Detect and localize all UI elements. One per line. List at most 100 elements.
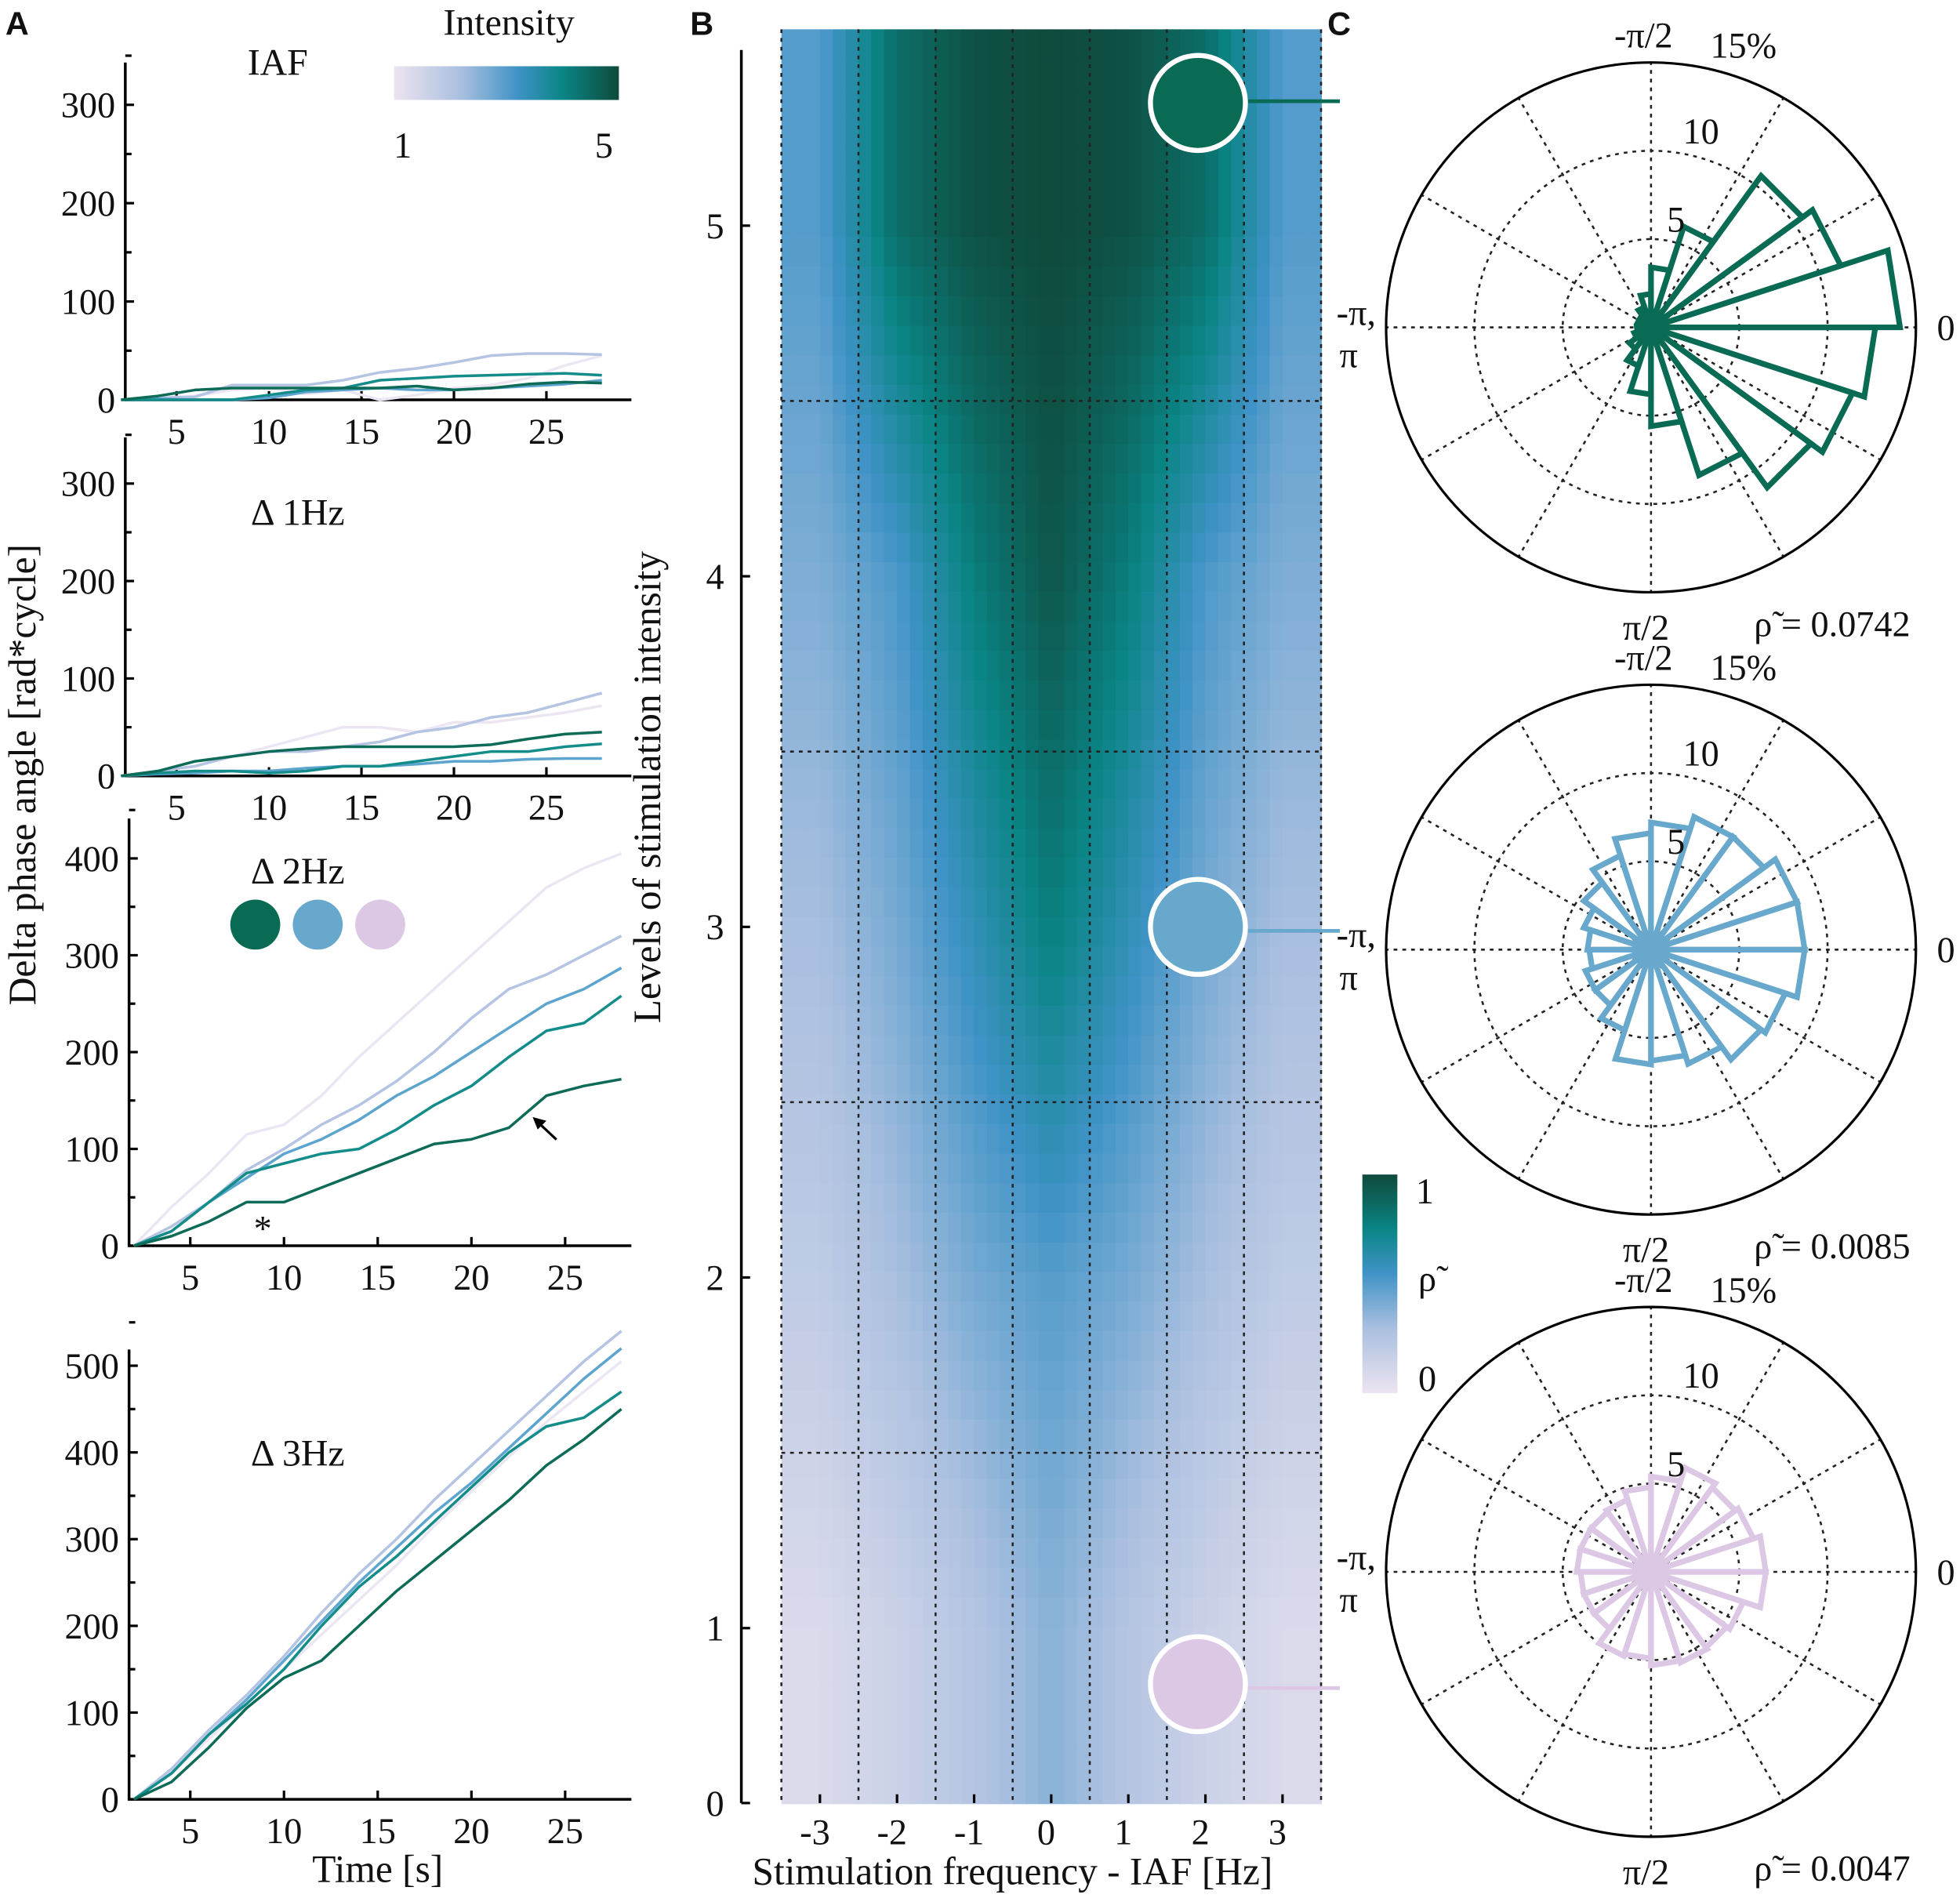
- heatmap-cell: [1038, 1685, 1052, 1716]
- heatmap-cell: [1038, 680, 1052, 710]
- heatmap-cell: [948, 532, 963, 563]
- heatmap-cell: [922, 1596, 937, 1627]
- heatmap-cell: [1102, 887, 1116, 917]
- heatmap-cell: [1192, 1241, 1207, 1272]
- heatmap-cell: [1153, 1359, 1168, 1391]
- heatmap-cell: [1179, 29, 1194, 60]
- heatmap-cell: [858, 945, 873, 977]
- radial-max-label: 15%: [1710, 648, 1777, 688]
- heatmap-cell: [986, 680, 1001, 710]
- heatmap-cell: [1128, 620, 1142, 651]
- heatmap-cell: [1295, 768, 1309, 799]
- heatmap-cell: [858, 827, 873, 858]
- heatmap-cell: [986, 768, 1001, 799]
- heatmap-cell: [974, 1034, 988, 1065]
- heatmap-cell: [1141, 1715, 1155, 1745]
- heatmap-cell: [1231, 1241, 1245, 1272]
- heatmap-cell: [1000, 532, 1014, 563]
- heatmap-cell: [1012, 1064, 1027, 1095]
- heatmap-cell: [858, 29, 873, 60]
- heatmap-cell: [1102, 1034, 1116, 1065]
- heatmap-cell: [935, 532, 949, 563]
- heatmap-cell: [1064, 1478, 1078, 1509]
- heatmap-cell: [922, 1212, 937, 1243]
- heatmap-cell: [1064, 29, 1078, 60]
- heatmap-cell: [807, 118, 821, 149]
- heatmap-cell: [845, 532, 859, 563]
- heatmap-cell: [1205, 473, 1219, 503]
- heatmap-cell: [833, 473, 847, 503]
- heatmap-cell: [1167, 827, 1181, 858]
- heatmap-cell: [845, 1241, 859, 1272]
- heatmap-cell: [1025, 1152, 1040, 1184]
- heatmap-cell: [961, 206, 975, 238]
- heatmap-cell: [1218, 1448, 1232, 1479]
- heatmap-cell: [871, 1478, 885, 1509]
- heatmap-cell: [1000, 857, 1014, 888]
- heatmap-cell: [833, 1152, 847, 1184]
- heatmap-cell: [1205, 739, 1219, 770]
- heatmap-cell: [909, 1241, 924, 1272]
- heatmap-cell: [922, 118, 937, 149]
- heatmap-cell: [922, 266, 937, 296]
- heatmap-cell: [884, 887, 898, 917]
- heatmap-cell: [1257, 88, 1271, 119]
- heatmap-cell: [1128, 176, 1142, 208]
- heatmap-cell: [1167, 443, 1181, 474]
- heatmap-cell: [1076, 945, 1091, 977]
- heatmap-cell: [1243, 591, 1258, 622]
- heatmap-cell: [1115, 1241, 1130, 1272]
- heatmap-cell: [1269, 88, 1283, 119]
- heatmap-cell: [1231, 709, 1245, 740]
- heatmap-cell: [1282, 739, 1297, 770]
- heatmap-cell: [1167, 1212, 1181, 1243]
- heatmap-cell: [1038, 561, 1052, 592]
- angle-label-right: 0: [1936, 1552, 1955, 1592]
- heatmap-cell: [807, 975, 821, 1006]
- heatmap-cell: [1115, 147, 1130, 178]
- heatmap-cell: [1038, 266, 1052, 296]
- heatmap-cell: [961, 147, 975, 178]
- heatmap-cell: [794, 1566, 808, 1598]
- heatmap-cell: [974, 739, 988, 770]
- heatmap-cell: [1051, 709, 1065, 740]
- heatmap-cell: [884, 1241, 898, 1272]
- heatmap-cell: [781, 1123, 796, 1154]
- heatmap-cell: [1115, 1566, 1130, 1598]
- heatmap-cell: [961, 473, 975, 503]
- heatmap-cell: [1090, 1094, 1104, 1124]
- heatmap-cell: [922, 88, 937, 119]
- heatmap-cell: [1000, 1744, 1014, 1775]
- angular-grid-spoke: [1421, 194, 1652, 328]
- heatmap-cell: [986, 1034, 1001, 1065]
- heatmap-cell: [1090, 887, 1104, 917]
- heatmap-cell: [1102, 1152, 1116, 1184]
- heatmap-cell: [858, 443, 873, 474]
- heatmap-cell: [1128, 443, 1142, 474]
- heatmap-cell: [948, 1034, 963, 1065]
- heatmap-cell: [1076, 561, 1091, 592]
- heatmap-cell: [1205, 1064, 1219, 1095]
- heatmap-cell: [948, 1478, 963, 1509]
- heatmap-cell: [858, 1123, 873, 1154]
- heatmap-cell: [819, 59, 834, 89]
- heatmap-cell: [1295, 709, 1309, 740]
- heatmap-cell: [897, 1478, 911, 1509]
- heatmap-cell: [1000, 1152, 1014, 1184]
- heatmap-cell: [884, 118, 898, 149]
- heatmap-cell: [1295, 176, 1309, 208]
- heatmap-cell: [1243, 1478, 1258, 1509]
- heatmap-cell: [922, 561, 937, 592]
- heatmap-cell: [1243, 1271, 1258, 1302]
- heatmap-cell: [948, 1685, 963, 1716]
- heatmap-cell: [1231, 295, 1245, 326]
- heatmap-cell: [1179, 1241, 1194, 1272]
- heatmap-cell: [1192, 147, 1207, 178]
- heatmap-cell: [909, 354, 924, 385]
- heatmap-cell: [1102, 1359, 1116, 1391]
- heatmap-cell: [1128, 1094, 1142, 1124]
- heatmap-cell: [986, 1271, 1001, 1302]
- heatmap-cell: [897, 887, 911, 917]
- heatmap-cell: [1205, 1448, 1219, 1479]
